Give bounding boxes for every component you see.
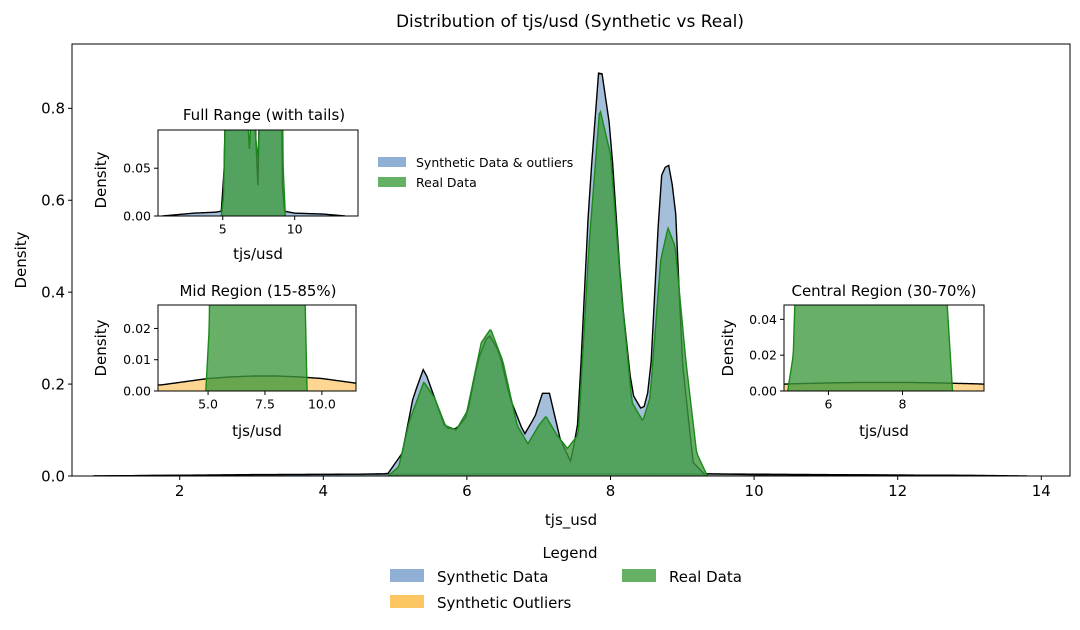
legend-swatch-synthetic-outliers	[390, 595, 424, 608]
x-tick-label: 5	[219, 222, 227, 237]
x-tick-label: 5.0	[198, 397, 218, 412]
x-tick-label: 14	[1032, 482, 1051, 500]
x-tick-label: 10.0	[308, 397, 336, 412]
inset-full-range-frame	[157, 129, 359, 217]
x-axis-label: tjs_usd	[545, 511, 597, 530]
inset-legend-swatch-synthetic	[378, 157, 406, 167]
main-plot-frame	[71, 43, 1071, 477]
inset-central-region-x-label: tjs/usd	[859, 422, 909, 440]
x-tick-label: 8	[899, 397, 907, 412]
inset-mid-region-x-ticks: 5.0 7.5 10.0	[198, 391, 336, 412]
inset-full-range: Full Range (with tails) 5 10 0.00 0.05 tjs…	[92, 106, 359, 263]
legend-label-real-data: Real Data	[669, 568, 742, 586]
inset-mid-region-plot	[158, 305, 356, 391]
inset-full-range-y-label: Density	[92, 151, 110, 208]
inset-full-range-x-label: tjs/usd	[233, 245, 283, 263]
x-tick-label: 2	[175, 482, 185, 500]
main-plot-area	[93, 72, 1027, 476]
legend-swatch-real-data	[622, 569, 656, 582]
y-axis-label: Density	[12, 231, 30, 288]
legend-label-synthetic-data: Synthetic Data	[437, 568, 548, 586]
y-tick-label: 0.02	[123, 321, 151, 336]
series-line-real-data	[387, 109, 709, 476]
inset-legend-label-synthetic: Synthetic Data & outliers	[416, 155, 573, 170]
y-tick-label: 0.05	[123, 161, 151, 176]
inset-mid-region-x-label: tjs/usd	[232, 422, 282, 440]
x-tick-label: 6	[824, 397, 832, 412]
inset-mid-region: Mid Region (15-85%) 5.0 7.5 10.0 0.000.010…	[92, 282, 357, 440]
y-tick-label: 0.00	[123, 384, 151, 399]
inset-mid-region-y-label: Density	[92, 319, 110, 376]
inset-central-region-y-ticks: 0.00 0.02 0.04	[749, 312, 784, 399]
y-tick-label: 0.00	[123, 209, 151, 224]
y-tick-label: 0.8	[41, 100, 65, 118]
chart-title: Distribution of tjs/usd (Synthetic vs Re…	[396, 12, 744, 32]
inset-full-range-plot	[162, 130, 346, 216]
series-line-synthetic-data	[93, 72, 1006, 476]
x-axis-ticks: 2 4 6 8 10 12 14	[175, 476, 1051, 500]
inset-central-region-frame	[783, 304, 985, 392]
series-area-real-data	[221, 130, 286, 216]
inset-full-range-y-ticks: 0.00 0.05	[123, 161, 158, 224]
y-tick-label: 0.04	[749, 312, 777, 327]
legend-title: Legend	[542, 544, 597, 562]
legend: Legend Synthetic Data Synthetic Outliers…	[390, 544, 742, 612]
x-tick-label: 12	[888, 482, 907, 500]
inset-legend: Synthetic Data & outliers Real Data	[378, 155, 573, 190]
y-tick-label: 0.01	[123, 352, 151, 367]
series-line-synthetic-data	[162, 130, 346, 216]
y-tick-label: 0.02	[749, 348, 777, 363]
inset-full-range-x-ticks: 5 10	[219, 216, 303, 237]
inset-full-range-title: Full Range (with tails)	[183, 106, 345, 124]
y-tick-label: 0.6	[41, 192, 65, 210]
inset-mid-region-title: Mid Region (15-85%)	[179, 282, 336, 300]
inset-mid-region-y-ticks: 0.00 0.01 0.02	[123, 321, 158, 399]
y-tick-label: 0.00	[749, 384, 777, 399]
y-axis-ticks: 0.0 0.2 0.4 0.6 0.8	[41, 100, 72, 485]
inset-central-region-plot	[784, 305, 984, 391]
x-tick-label: 8	[606, 482, 616, 500]
x-tick-label: 6	[462, 482, 472, 500]
x-tick-label: 10	[287, 222, 303, 237]
x-tick-label: 4	[319, 482, 329, 500]
inset-legend-swatch-real	[378, 177, 406, 187]
x-tick-label: 10	[745, 482, 764, 500]
legend-swatch-synthetic-data	[390, 569, 424, 582]
y-tick-label: 0.0	[41, 467, 65, 485]
y-tick-label: 0.2	[41, 375, 65, 393]
series-area-real-data	[205, 305, 308, 391]
inset-mid-region-frame	[157, 304, 357, 392]
x-tick-label: 7.5	[255, 397, 275, 412]
series-area-real-data	[787, 305, 953, 391]
y-tick-label: 0.4	[41, 284, 65, 302]
inset-central-region-y-label: Density	[719, 319, 737, 376]
inset-legend-label-real: Real Data	[416, 175, 477, 190]
inset-central-region-title: Central Region (30-70%)	[791, 282, 976, 300]
legend-label-synthetic-outliers: Synthetic Outliers	[437, 594, 572, 612]
series-area-real-data	[387, 111, 708, 476]
